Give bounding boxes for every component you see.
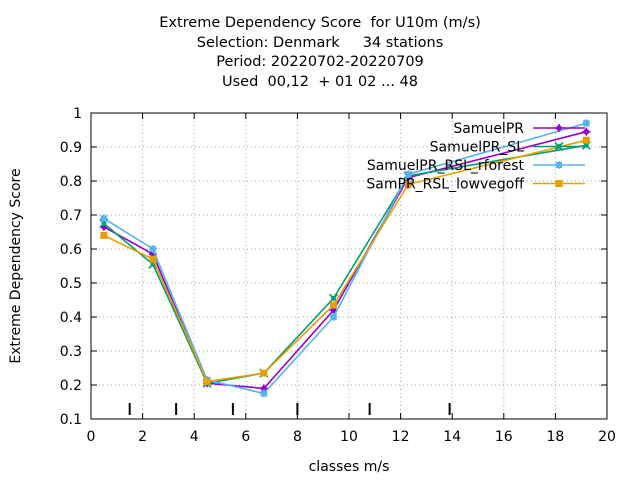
x-tick-label: 18 — [546, 429, 564, 445]
x-tick-label: 2 — [138, 429, 147, 445]
data-point — [260, 369, 268, 377]
data-point-dot — [583, 142, 589, 148]
x-tick-label: 12 — [392, 429, 410, 445]
data-point — [404, 180, 412, 188]
legend-label: SamPR_RSL_lowvegoff — [366, 177, 524, 193]
y-axis-label: Extreme Dependency Score — [8, 168, 24, 363]
y-tick-label: 0.5 — [60, 276, 82, 292]
title-line-3: Period: 20220702-20220709 — [216, 54, 424, 70]
x-tick-label: 10 — [340, 429, 358, 445]
x-axis-label: classes m/s — [309, 459, 390, 475]
series-4 — [100, 136, 590, 386]
data-point-dot — [583, 120, 590, 127]
axis-ticks — [90, 112, 608, 420]
series-layer — [99, 119, 591, 398]
title-line-2: Selection: Denmark 34 stations — [196, 34, 444, 51]
data-point — [330, 301, 338, 309]
y-tick-label: 0.3 — [60, 344, 82, 360]
x-tick-label: 20 — [598, 429, 616, 445]
legend-entry-2: SamuelPR_SL — [430, 140, 585, 156]
legend-entry-3: SamuelPR_RSL_rforest — [367, 158, 585, 174]
x-tick-label: 0 — [87, 429, 96, 445]
data-point-dot — [556, 162, 562, 168]
legend-label: SamuelPR_RSL_rforest — [367, 158, 525, 174]
y-tick-label: 0.6 — [60, 242, 82, 258]
y-tick-label: 0.8 — [60, 174, 82, 190]
y-tick-label: 0.1 — [60, 412, 82, 428]
legend-label: SamuelPR_SL — [430, 140, 525, 156]
x-tick-label: 8 — [293, 429, 302, 445]
data-point-dot — [101, 221, 107, 226]
data-point — [582, 136, 590, 144]
title-line-1: Extreme Dependency Score for U10m (m/s) — [159, 15, 481, 31]
data-point-dot — [405, 171, 412, 178]
data-point-dot — [149, 246, 156, 252]
chart-title: Extreme Dependency Score for U10m (m/s) … — [0, 14, 640, 92]
data-point-dot — [261, 385, 267, 392]
legend-label: SamuelPR — [453, 121, 524, 137]
data-point-dot — [330, 314, 337, 320]
y-tick-label: 0.9 — [60, 140, 82, 156]
class-boundary-marks — [128, 403, 451, 415]
data-point — [100, 231, 108, 239]
y-tick-label: 0.7 — [60, 208, 82, 224]
data-point-dot — [260, 390, 267, 397]
data-point-dot — [556, 144, 562, 149]
legend: SamuelPR SamuelPR_SL SamuelPR_RSL_rforest S… — [366, 121, 585, 193]
x-tick-label: 6 — [241, 429, 250, 445]
data-point — [149, 255, 157, 263]
data-point-dot — [331, 295, 336, 301]
y-tick-label: 1 — [73, 106, 82, 122]
grid-lines — [91, 113, 607, 419]
data-point — [203, 378, 211, 386]
data-point-dot — [100, 215, 107, 222]
tick-labels: 0 2 4 6 8 10 12 14 16 18 20 0.1 0.2 0.3 0.4 0.5 0.6 0.7 0.… — [60, 106, 616, 445]
x-tick-label: 4 — [190, 429, 199, 445]
x-tick-label: 14 — [443, 429, 461, 445]
legend-entry-4: SamPR_RSL_lowvegoff — [366, 177, 585, 193]
data-point-dot — [556, 125, 562, 131]
title-line-4: Used 00,12 + 01 02 ... 48 — [221, 73, 418, 90]
data-point-dot — [330, 307, 337, 314]
data-point-dot — [583, 128, 590, 135]
y-tick-label: 0.4 — [60, 310, 82, 326]
legend-entry-1: SamuelPR — [453, 121, 585, 137]
data-point — [555, 180, 563, 187]
y-tick-label: 0.2 — [60, 378, 82, 394]
x-tick-label: 16 — [495, 429, 513, 445]
